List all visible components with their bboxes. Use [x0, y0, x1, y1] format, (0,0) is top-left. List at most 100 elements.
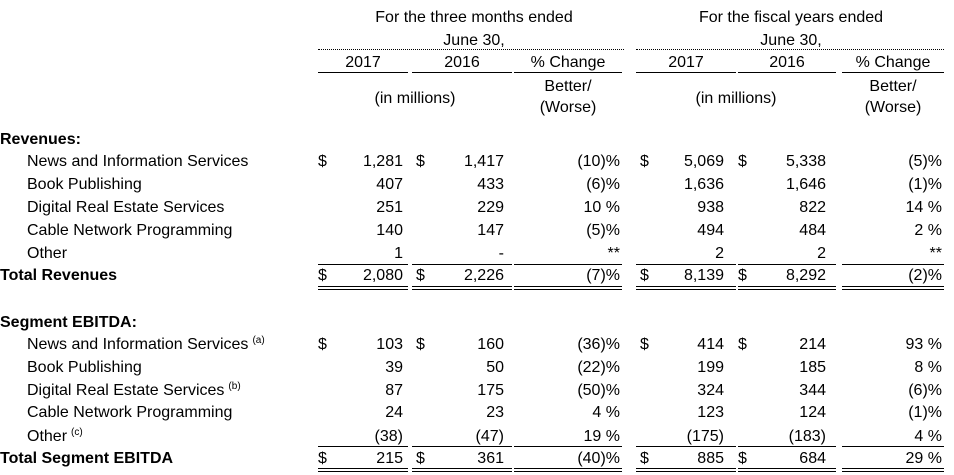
rule [842, 264, 944, 265]
fiscal-units-label: (in millions) [695, 90, 777, 107]
rule [412, 264, 512, 265]
rule [636, 264, 736, 265]
cell-q16: 1,417 [463, 153, 504, 170]
row-label: News and Information Services [27, 336, 249, 353]
cell-q16: 23 [486, 404, 504, 421]
rule [842, 446, 944, 447]
double-rule [636, 471, 736, 472]
cell-q17: 39 [385, 359, 403, 376]
fiscal-better-label: Better/ [869, 78, 917, 95]
rule [412, 72, 512, 73]
cell-qpct: (6)% [586, 176, 620, 193]
currency-symbol: $ [640, 450, 649, 467]
cell-f17: 885 [697, 450, 724, 467]
cell-f17: 938 [697, 199, 724, 216]
cell-qpct: (5)% [586, 222, 620, 239]
cell-fpct: 93 % [905, 336, 942, 353]
row-label: Other [27, 245, 68, 262]
row-label: Book Publishing [27, 359, 142, 376]
cell-qpct: 10 % [583, 199, 620, 216]
double-rule [636, 289, 736, 290]
fiscal-header-rule [636, 49, 944, 50]
fiscal-col-pct: % Change [855, 54, 931, 71]
quarter-header-line1: For the three months ended [375, 9, 573, 26]
rule [842, 468, 944, 469]
cell-qpct: ** [607, 245, 620, 262]
currency-symbol: $ [738, 153, 747, 170]
currency-symbol: $ [416, 267, 425, 284]
double-rule [318, 289, 408, 290]
rule [412, 468, 512, 469]
rule [514, 264, 622, 265]
cell-f16: 2 [817, 245, 826, 262]
cell-f17: 494 [697, 222, 724, 239]
cell-q16: 361 [477, 450, 504, 467]
cell-q17: 87 [385, 382, 403, 399]
rule [318, 468, 408, 469]
double-rule [514, 471, 622, 472]
cell-f16: 124 [799, 404, 826, 421]
cell-f16: 185 [799, 359, 826, 376]
fiscal-col-2016: 2016 [769, 54, 805, 71]
double-rule [842, 289, 944, 290]
row-label: Book Publishing [27, 176, 142, 193]
cell-q17: 251 [376, 199, 403, 216]
currency-symbol: $ [640, 153, 649, 170]
cell-f17: 123 [697, 404, 724, 421]
cell-q17: 24 [385, 404, 403, 421]
cell-q17: 2,080 [362, 267, 403, 284]
rule [514, 286, 622, 287]
rule [514, 446, 622, 447]
cell-fpct: 14 % [905, 199, 942, 216]
rule [412, 286, 512, 287]
currency-symbol: $ [640, 267, 649, 284]
cell-fpct: (2)% [908, 267, 942, 284]
cell-f17: 324 [697, 382, 724, 399]
cell-f16: 484 [799, 222, 826, 239]
cell-q17: 215 [376, 450, 403, 467]
currency-symbol: $ [318, 267, 327, 284]
currency-symbol: $ [738, 267, 747, 284]
cell-fpct: 29 % [905, 450, 942, 467]
double-rule [738, 471, 836, 472]
rule [318, 446, 408, 447]
rule [318, 286, 408, 287]
row-label: Cable Network Programming [27, 404, 233, 421]
double-rule [412, 471, 512, 472]
row-label-with-note: Digital Real Estate Services (b) [27, 381, 241, 400]
cell-f16: 5,338 [785, 153, 826, 170]
currency-symbol: $ [640, 336, 649, 353]
row-label: Other [27, 428, 68, 445]
cell-f17: 414 [697, 336, 724, 353]
currency-symbol: $ [416, 336, 425, 353]
rule [636, 446, 736, 447]
rule [318, 264, 408, 265]
currency-symbol: $ [318, 336, 327, 353]
currency-symbol: $ [416, 450, 425, 467]
cell-f17: 1,636 [683, 176, 724, 193]
cell-q16: 50 [486, 359, 504, 376]
rule [636, 286, 736, 287]
rule [514, 72, 622, 73]
revenues-heading: Revenues: [0, 131, 81, 148]
cell-q16: 433 [477, 176, 504, 193]
rule [514, 468, 622, 469]
footnote-marker: (a) [252, 335, 265, 346]
double-rule [842, 471, 944, 472]
cell-q16: (47) [475, 428, 504, 445]
cell-q17: 103 [376, 336, 403, 353]
cell-q16: 2,226 [463, 267, 504, 284]
ebitda-heading: Segment EBITDA: [0, 314, 137, 331]
cell-qpct: (36)% [577, 336, 620, 353]
cell-fpct: 8 % [914, 359, 942, 376]
footnote-marker: (b) [228, 381, 241, 392]
cell-f16: 684 [799, 450, 826, 467]
row-label-with-note: News and Information Services (a) [27, 335, 265, 354]
cell-q17: (38) [374, 428, 403, 445]
cell-f16: 822 [799, 199, 826, 216]
cell-q16: 147 [477, 222, 504, 239]
footnote-marker: (c) [71, 427, 83, 438]
double-rule [318, 471, 408, 472]
cell-fpct: ** [929, 245, 942, 262]
currency-symbol: $ [738, 450, 747, 467]
